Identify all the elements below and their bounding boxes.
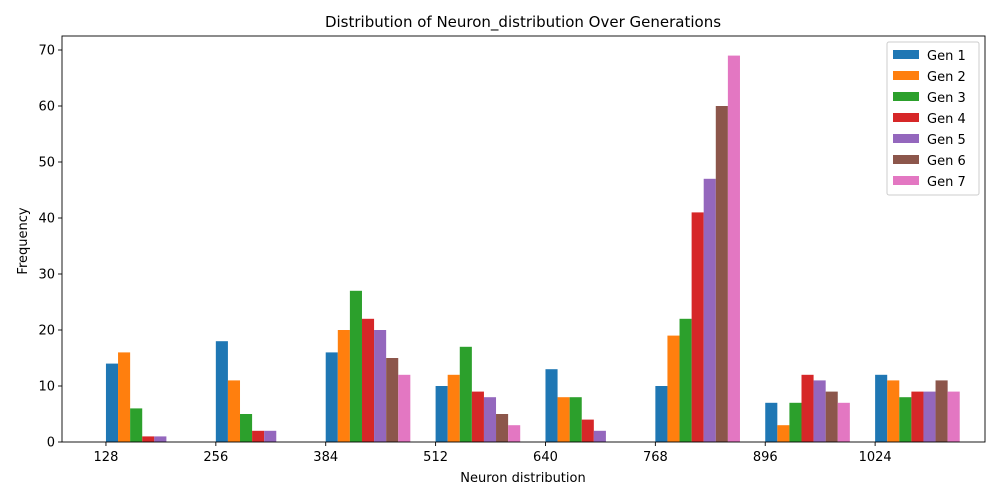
x-tick-label: 256 [203,450,228,465]
bar-gen4-512 [471,391,484,442]
x-tick-label: 640 [533,450,558,465]
bar-gen4-1024 [911,391,924,442]
x-tick-label: 768 [643,450,668,465]
bar-gen2-1024 [887,380,900,442]
bar-gen2-896 [777,425,790,442]
bar-gen3-768 [679,318,692,442]
bar-gen7-384 [398,374,411,442]
y-tick-label: 20 [38,324,55,339]
bar-gen1-896 [765,402,778,442]
bar-gen5-512 [483,397,497,442]
y-tick-label: 60 [38,100,55,115]
bar-gen7-768 [727,55,740,442]
bar-gen6-384 [386,358,399,442]
chart-title: Distribution of Neuron_distribution Over… [325,13,721,32]
legend-swatch [893,50,919,59]
bar-gen2-640 [557,397,570,442]
bar-gen7-512 [508,425,521,442]
bar-gen2-384 [337,330,350,442]
bar-gen3-896 [789,402,802,442]
y-tick-label: 30 [38,268,55,283]
bar-gen3-128 [130,408,143,442]
bar-gen3-640 [569,397,582,442]
x-axis-label: Neuron distribution [460,471,585,486]
bar-gen1-512 [435,386,448,442]
y-tick-label: 40 [38,212,55,227]
legend: Gen 1 Gen 2 Gen 3 Gen 4 Gen 5 Gen 6 Gen 7 [886,41,980,196]
bar-gen7-896 [837,402,850,442]
bar-gen5-1024 [923,391,936,442]
bar-gen1-128 [105,363,119,442]
x-tick-label: 384 [313,450,338,465]
y-tick-label: 70 [38,44,55,59]
bar-gen1-640 [545,369,558,442]
legend-label: Gen 7 [927,175,966,190]
legend-swatch [893,71,919,80]
bar-gen5-768 [703,178,716,443]
bar-gen3-512 [459,346,472,442]
legend-label: Gen 6 [927,154,966,169]
bar-gen4-768 [691,212,704,442]
legend-swatch [893,92,919,101]
bar-gen4-256 [252,430,265,442]
bar-gen2-768 [667,335,680,442]
bar-gen5-384 [374,330,387,442]
bar-gen6-768 [715,106,728,442]
bar-gen1-256 [215,341,228,442]
bar-gen5-640 [593,430,606,442]
bar-gen3-256 [240,414,253,442]
bar-gen5-256 [264,430,277,442]
legend-label: Gen 3 [927,91,966,106]
legend-label: Gen 5 [927,133,966,148]
bars-group [105,55,960,443]
y-tick-label: 0 [47,436,55,451]
bar-gen5-896 [813,380,826,442]
x-tick-label: 896 [753,450,778,465]
bar-gen2-128 [118,352,131,442]
bar-gen6-1024 [935,380,948,442]
bar-gen5-128 [154,436,167,442]
y-axis-label: Frequency [16,207,31,274]
y-tick-label: 10 [38,380,55,395]
bar-gen6-512 [496,414,509,442]
bar-gen4-128 [142,436,155,442]
legend-label: Gen 4 [927,112,966,127]
legend-swatch [893,155,919,164]
legend-swatch [893,134,919,143]
bar-gen3-384 [349,290,362,442]
legend-label: Gen 2 [927,70,966,85]
bar-gen4-896 [801,374,814,442]
y-tick-label: 50 [38,156,55,171]
legend-swatch [893,176,919,185]
bar-gen1-1024 [875,374,888,442]
bar-gen7-1024 [947,391,960,442]
legend-swatch [893,113,919,122]
bar-gen4-384 [361,318,375,442]
bar-gen1-384 [325,352,338,442]
plot-frame [61,35,986,443]
x-tick-label: 128 [94,450,119,465]
bar-gen6-896 [825,391,838,442]
x-tick-label: 512 [423,450,448,465]
bar-gen4-640 [581,419,594,442]
bar-gen1-768 [655,386,668,442]
bar-gen2-256 [227,380,241,442]
legend-label: Gen 1 [927,49,966,64]
bar-gen2-512 [447,374,460,442]
x-tick-label: 1024 [859,450,892,465]
axes-group: 128 256 384 512 640 768 896 1024 0 10 20 30 40 50 60 70 [38,35,986,465]
bar-gen3-1024 [899,397,912,442]
